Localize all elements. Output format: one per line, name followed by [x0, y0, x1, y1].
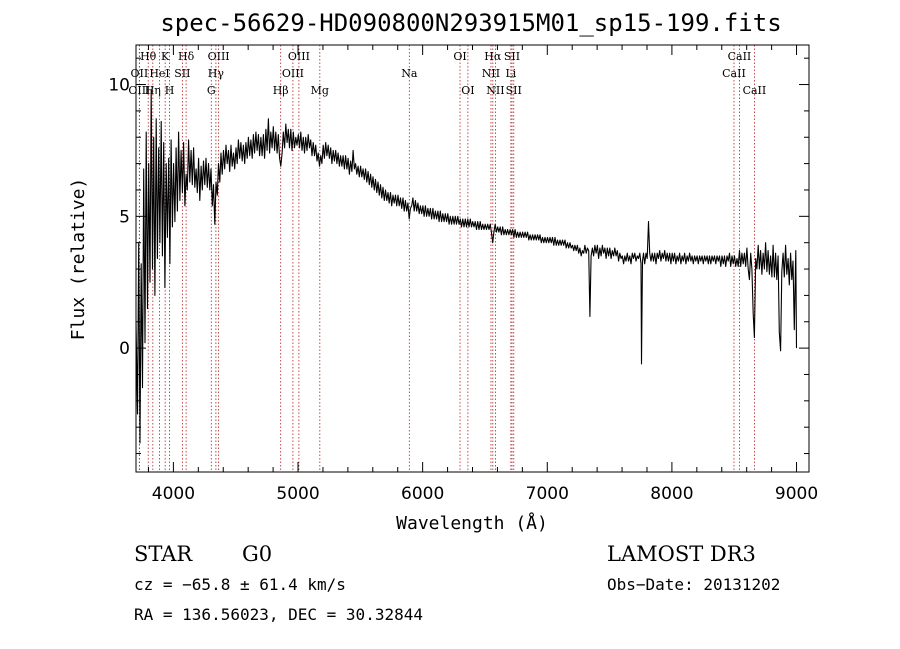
y-axis-label: Flux (relative)	[68, 178, 89, 341]
observation-date: Obs−Date: 20131202	[607, 575, 780, 594]
x-tick-label: 4000	[152, 484, 195, 504]
coordinates-readout: RA = 136.56023, DEC = 30.32844	[134, 605, 423, 624]
line-label-20: NII	[482, 67, 500, 80]
line-label-14: OIII	[282, 67, 304, 80]
line-label-4: HeI	[149, 67, 169, 80]
line-label-7: Hδ	[178, 50, 195, 63]
line-label-0: Hθ	[140, 50, 157, 63]
line-label-26: CaII	[722, 67, 746, 80]
line-label-13: OIII	[288, 50, 310, 63]
x-tick-labels: 4000 5000 6000 7000 8000 9000	[152, 484, 818, 504]
line-label-27: CaII	[743, 84, 767, 97]
line-label-3: Hη	[145, 84, 161, 97]
redshift-readout: cz = −65.8 ± 61.4 km/s	[134, 575, 346, 594]
x-axis-label: Wavelength (Å)	[396, 512, 548, 534]
survey-name: LAMOST DR3	[607, 542, 756, 566]
spectrum-series-line	[135, 89, 798, 444]
line-label-25: CaII	[728, 50, 752, 63]
line-label-24: SII	[506, 84, 522, 97]
line-label-21: NII	[486, 84, 504, 97]
object-class: STAR	[134, 542, 193, 566]
line-label-8: SII	[174, 67, 190, 80]
x-tick-label: 8000	[650, 484, 693, 504]
line-label-22: SII	[504, 50, 520, 63]
object-subclass: G0	[242, 542, 272, 566]
line-label-10: Hγ	[208, 67, 225, 80]
line-label-2: OIII	[128, 84, 150, 97]
line-label-18: OI	[461, 84, 474, 97]
line-label-12: Hβ	[273, 84, 289, 97]
line-label-9: OIII	[208, 50, 230, 63]
line-label-17: OI	[453, 50, 466, 63]
y-tick-label: 10	[108, 76, 130, 96]
x-tick-label: 9000	[775, 484, 818, 504]
chart-title: spec-56629-HD090800N293915M01_sp15-199.f…	[160, 9, 781, 37]
x-tick-label: 6000	[401, 484, 444, 504]
line-label-5: K	[161, 50, 170, 63]
line-label-16: Na	[401, 67, 418, 80]
x-tick-label: 7000	[526, 484, 569, 504]
line-label-19: Hα	[484, 50, 502, 63]
spectral-line-markers	[138, 45, 755, 472]
y-tick-label: 0	[119, 339, 130, 359]
line-label-15: Mg	[311, 84, 329, 97]
x-tick-label: 5000	[276, 484, 319, 504]
axis-ticks	[136, 45, 809, 472]
line-label-23: Li	[505, 67, 516, 80]
line-label-6: H	[165, 84, 175, 97]
line-label-1: OII	[131, 67, 149, 80]
line-label-11: G	[207, 84, 216, 97]
y-tick-labels: 0 5 10	[108, 76, 130, 360]
y-tick-label: 5	[119, 207, 130, 227]
